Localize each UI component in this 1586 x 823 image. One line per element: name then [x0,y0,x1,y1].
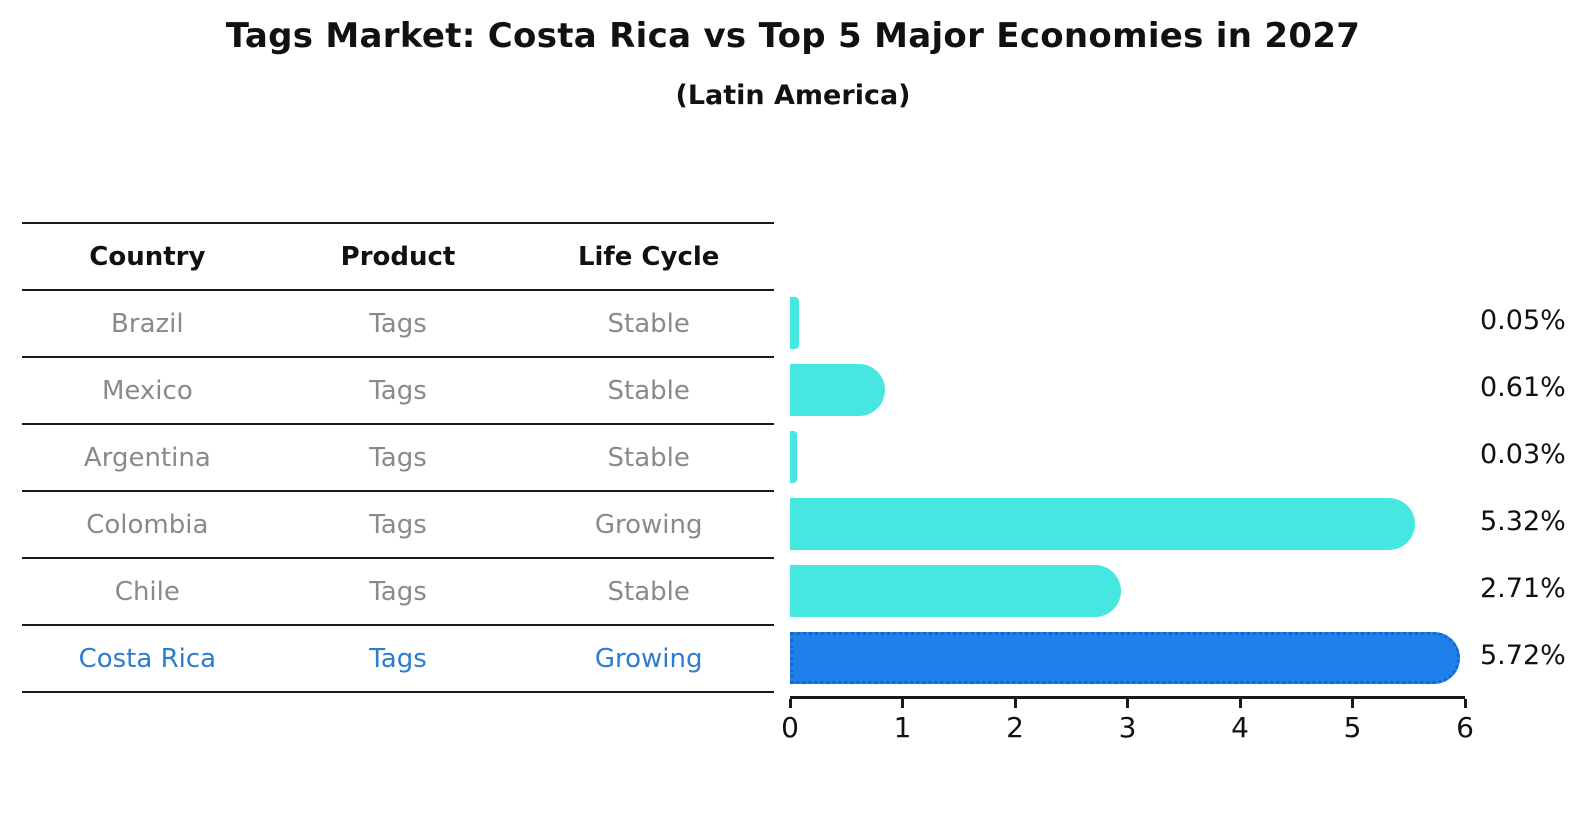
data-table: Country Product Life Cycle Brazil Tags Sta… [22,222,774,693]
cell-life-cycle: Growing [594,509,703,540]
bar-mexico [790,363,885,416]
cell-life-cycle: Growing [594,643,703,674]
page-title: Tags Market: Costa Rica vs Top 5 Major E… [225,16,1361,56]
x-axis-tick-label: 0 [781,711,799,744]
table-row-argentina: Argentina Tags Stable [22,425,774,492]
column-header-country: Country [89,241,206,272]
bar-colombia [790,497,1415,550]
column-header-product: Product [340,241,456,272]
x-axis-tick-label: 3 [1118,711,1137,744]
table-row-chile: Chile Tags Stable [22,559,774,626]
x-axis-tick [1463,699,1467,708]
table-header-row: Country Product Life Cycle [22,224,774,291]
x-axis-tick-label: 5 [1343,711,1362,744]
bar-value-label: 2.71% [1480,572,1566,604]
cell-product: Tags [369,375,427,406]
page-subtitle: (Latin America) [675,80,911,111]
x-axis-tick-label: 1 [893,711,912,744]
cell-product: Tags [369,576,427,607]
bar-value-label: 0.03% [1480,438,1566,470]
bar-value-label: 5.72% [1480,639,1566,671]
bar-argentina [790,430,797,483]
x-axis-tick [788,699,792,708]
cell-product: Tags [369,308,427,339]
cell-life-cycle: Stable [607,308,690,339]
table-row-costa-rica: Costa Rica Tags Growing [22,626,774,693]
bar-costa-rica [790,631,1460,684]
x-axis-tick [1351,699,1354,708]
bar-chile [790,564,1121,617]
column-header-life-cycle: Life Cycle [577,241,720,272]
table-row-brazil: Brazil Tags Stable [22,291,774,358]
cell-life-cycle: Stable [607,576,690,607]
bar-value-label: 0.05% [1480,304,1566,336]
cell-country: Colombia [86,509,209,540]
cell-product: Tags [369,509,427,540]
x-axis-line [790,696,1465,699]
table-row-colombia: Colombia Tags Growing [22,492,774,559]
bar-value-label: 5.32% [1480,505,1566,537]
cell-product: Tags [369,643,427,674]
x-axis-tick [1013,699,1017,708]
x-axis-tick-label: 4 [1231,711,1249,744]
bar-brazil [790,296,799,349]
x-axis-tick-label: 2 [1006,711,1024,744]
cell-country: Brazil [111,308,184,339]
cell-country: Chile [114,576,180,607]
x-axis-tick [1126,699,1129,708]
table-row-mexico: Mexico Tags Stable [22,358,774,425]
cell-product: Tags [369,442,427,473]
table-body: Brazil Tags Stable Mexico Tags Stable Argentin… [22,291,774,693]
cell-country: Argentina [83,442,211,473]
cell-life-cycle: Stable [607,442,690,473]
x-axis-tick-label: 6 [1456,711,1474,744]
x-axis-tick [1238,699,1242,708]
bar-value-label: 0.61% [1480,371,1566,403]
cell-country: Mexico [101,375,193,406]
x-axis-tick [901,699,904,708]
cell-country: Costa Rica [78,643,217,674]
cell-life-cycle: Stable [607,375,690,406]
